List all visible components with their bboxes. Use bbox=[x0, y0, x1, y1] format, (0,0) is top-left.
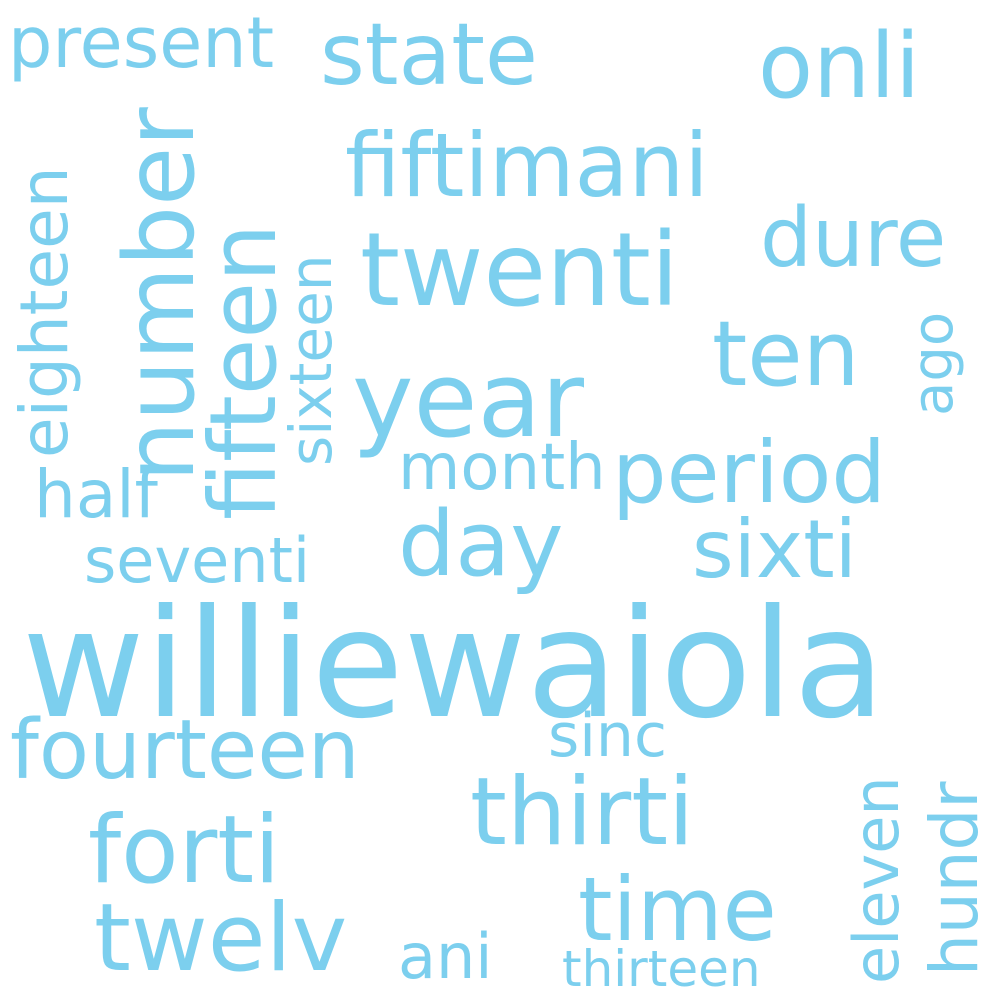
word-onli: onli bbox=[758, 14, 921, 119]
word-twenti: twenti bbox=[360, 211, 680, 330]
word-sinc: sinc bbox=[548, 701, 667, 771]
word-state: state bbox=[320, 5, 538, 105]
word-thirti: thirti bbox=[470, 758, 695, 867]
word-seventi: seventi bbox=[84, 524, 311, 597]
word-williewaiola: williewaiola bbox=[22, 578, 886, 752]
word-fourteen: fourteen bbox=[10, 703, 360, 798]
word-eleven: eleven bbox=[840, 776, 913, 984]
word-sixteen: sixteen bbox=[277, 254, 345, 466]
word-present: present bbox=[8, 2, 275, 84]
word-forti: forti bbox=[88, 796, 281, 905]
word-ani: ani bbox=[398, 920, 493, 993]
word-half: half bbox=[34, 456, 158, 533]
word-period: period bbox=[612, 423, 886, 523]
word-month: month bbox=[398, 431, 606, 505]
word-twelv: twelv bbox=[94, 884, 348, 993]
word-dure: dure bbox=[760, 191, 947, 286]
word-thirteen: thirteen bbox=[562, 940, 761, 998]
word-ten: ten bbox=[712, 302, 860, 407]
word-day: day bbox=[398, 492, 564, 597]
word-ago: ago bbox=[901, 311, 966, 416]
word-hundr: hundr bbox=[916, 781, 993, 976]
word-year: year bbox=[352, 339, 585, 461]
word-fiftimani: fiftimani bbox=[345, 114, 709, 217]
word-eighteen: eighteen bbox=[6, 166, 83, 458]
word-sixti: sixti bbox=[692, 503, 857, 596]
word-time: time bbox=[578, 858, 777, 961]
